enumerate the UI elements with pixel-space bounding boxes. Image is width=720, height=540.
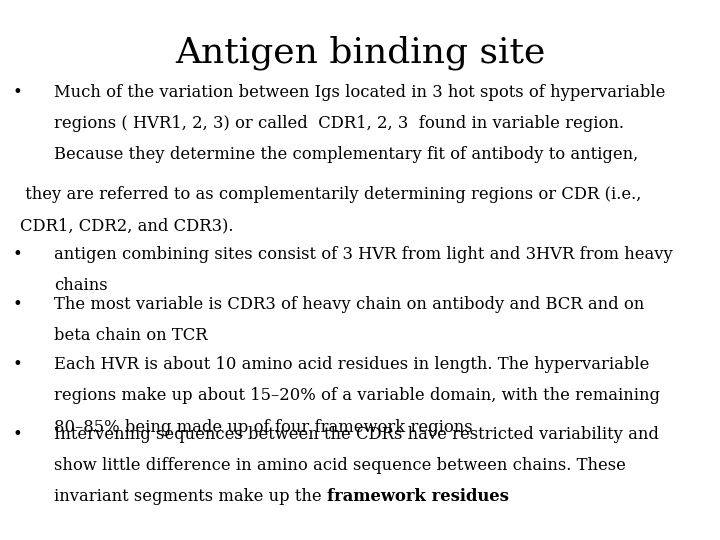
Text: antigen combining sites consist of 3 HVR from light and 3HVR from heavy: antigen combining sites consist of 3 HVR…: [54, 246, 672, 262]
Text: •: •: [13, 246, 23, 262]
Text: they are referred to as complementarily determining regions or CDR (i.e.,: they are referred to as complementarily …: [20, 186, 642, 203]
Text: Much of the variation between Igs located in 3 hot spots of hypervariable: Much of the variation between Igs locate…: [54, 84, 665, 100]
Text: Each HVR is about 10 amino acid residues in length. The hypervariable: Each HVR is about 10 amino acid residues…: [54, 356, 649, 373]
Text: The most variable is CDR3 of heavy chain on antibody and BCR and on: The most variable is CDR3 of heavy chain…: [54, 296, 644, 313]
Text: CDR1, CDR2, and CDR3).: CDR1, CDR2, and CDR3).: [20, 218, 234, 234]
Text: invariant segments make up the: invariant segments make up the: [54, 488, 327, 505]
Text: framework residues: framework residues: [327, 488, 509, 505]
Text: •: •: [13, 426, 23, 442]
Text: 80–85% being made up of four framework regions: 80–85% being made up of four framework r…: [54, 418, 472, 435]
Text: regions ( HVR1, 2, 3) or called  CDR1, 2, 3  found in variable region.: regions ( HVR1, 2, 3) or called CDR1, 2,…: [54, 115, 624, 132]
Text: •: •: [13, 296, 23, 313]
Text: chains: chains: [54, 277, 107, 294]
Text: Antigen binding site: Antigen binding site: [175, 35, 545, 70]
Text: •: •: [13, 84, 23, 100]
Text: beta chain on TCR: beta chain on TCR: [54, 327, 207, 344]
Text: show little difference in amino acid sequence between chains. These: show little difference in amino acid seq…: [54, 457, 626, 474]
Text: Intervening sequences between the CDRs have restricted variability and: Intervening sequences between the CDRs h…: [54, 426, 659, 442]
Text: Because they determine the complementary fit of antibody to antigen,: Because they determine the complementary…: [54, 146, 638, 163]
Text: regions make up about 15–20% of a variable domain, with the remaining: regions make up about 15–20% of a variab…: [54, 387, 660, 404]
Text: •: •: [13, 356, 23, 373]
